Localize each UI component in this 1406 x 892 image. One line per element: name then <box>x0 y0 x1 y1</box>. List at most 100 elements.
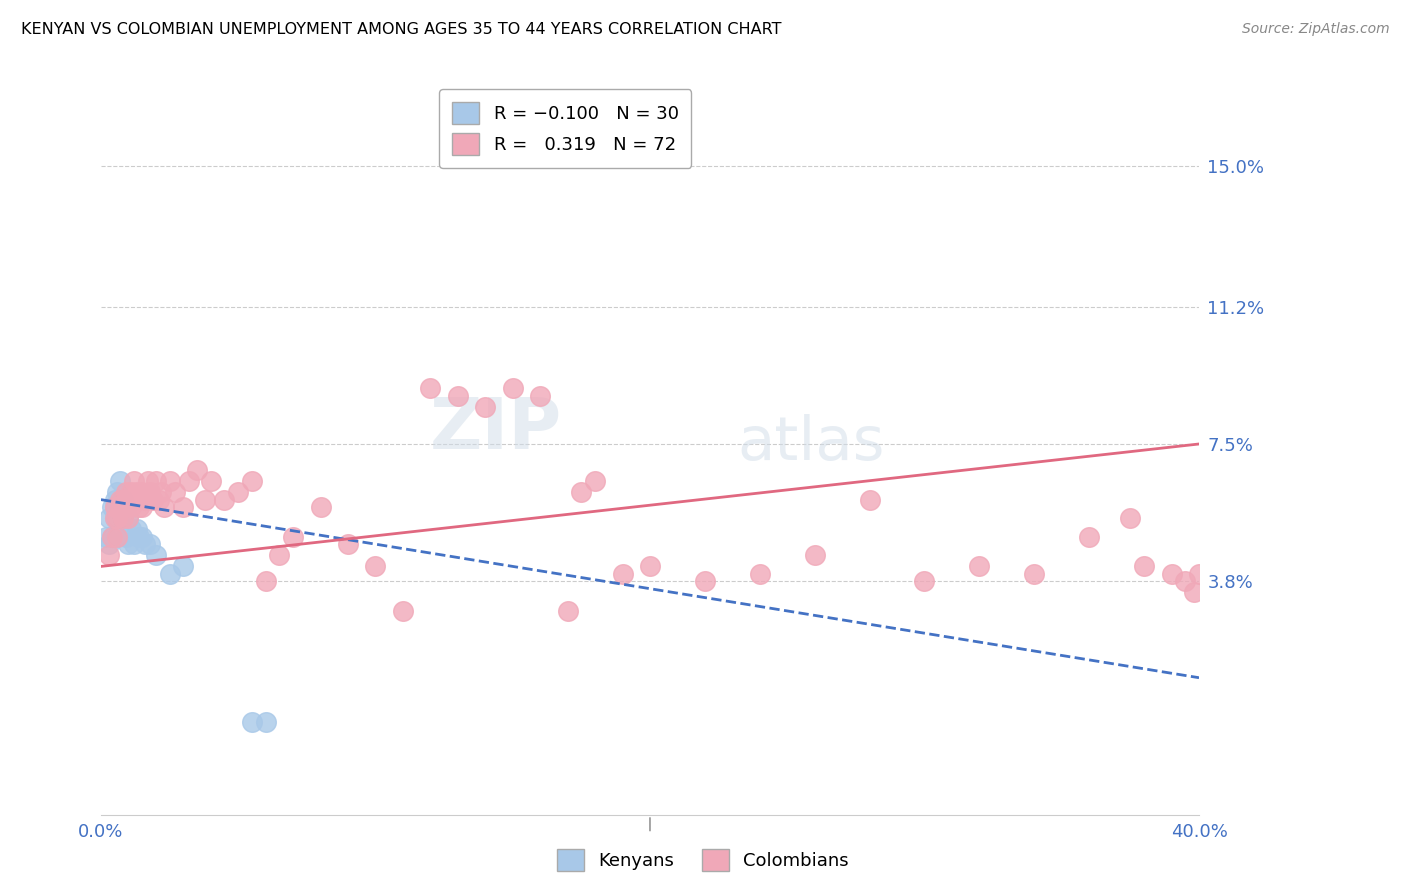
Point <box>693 574 716 589</box>
Point <box>364 559 387 574</box>
Point <box>194 492 217 507</box>
Point <box>131 500 153 514</box>
Point <box>122 474 145 488</box>
Point <box>108 474 131 488</box>
Point <box>134 492 156 507</box>
Point <box>392 604 415 618</box>
Point <box>117 511 139 525</box>
Point <box>240 715 263 730</box>
Point <box>114 485 136 500</box>
Point <box>145 549 167 563</box>
Point <box>177 474 200 488</box>
Point <box>114 530 136 544</box>
Point <box>226 485 249 500</box>
Point <box>1119 511 1142 525</box>
Point <box>914 574 936 589</box>
Point <box>1160 566 1182 581</box>
Point <box>557 604 579 618</box>
Point <box>200 474 222 488</box>
Point <box>98 537 121 551</box>
Point <box>583 474 606 488</box>
Point <box>612 566 634 581</box>
Point <box>337 537 360 551</box>
Point <box>254 715 277 730</box>
Point <box>107 530 129 544</box>
Point <box>474 400 496 414</box>
Point <box>101 500 124 514</box>
Point <box>172 559 194 574</box>
Point <box>114 500 136 514</box>
Point <box>111 511 134 525</box>
Point <box>803 549 825 563</box>
Point <box>107 511 129 525</box>
Point <box>101 530 124 544</box>
Point <box>101 530 124 544</box>
Point <box>159 474 181 488</box>
Point <box>1024 566 1046 581</box>
Point <box>96 530 118 544</box>
Point <box>108 500 131 514</box>
Point <box>172 500 194 514</box>
Point <box>107 485 129 500</box>
Point <box>748 566 770 581</box>
Point <box>117 537 139 551</box>
Point <box>131 530 153 544</box>
Point <box>107 530 129 544</box>
Point <box>447 389 470 403</box>
Point <box>1182 585 1205 599</box>
Point <box>111 511 134 525</box>
Point <box>165 485 187 500</box>
Point <box>122 537 145 551</box>
Point <box>104 511 127 525</box>
Point <box>108 492 131 507</box>
Point <box>139 537 162 551</box>
Point <box>125 492 148 507</box>
Point <box>569 485 592 500</box>
Point <box>281 530 304 544</box>
Point <box>240 474 263 488</box>
Legend: R = −0.100   N = 30, R =   0.319   N = 72: R = −0.100 N = 30, R = 0.319 N = 72 <box>440 89 692 168</box>
Point <box>142 492 165 507</box>
Point <box>98 511 121 525</box>
Point <box>214 492 236 507</box>
Point <box>108 500 131 514</box>
Point <box>139 485 162 500</box>
Point <box>269 549 291 563</box>
Point <box>120 522 142 536</box>
Point <box>148 492 170 507</box>
Point <box>858 492 880 507</box>
Point <box>128 530 150 544</box>
Point <box>104 511 127 525</box>
Point <box>419 381 441 395</box>
Point <box>638 559 661 574</box>
Point <box>117 492 139 507</box>
Point <box>1188 566 1211 581</box>
Point <box>131 485 153 500</box>
Text: KENYAN VS COLOMBIAN UNEMPLOYMENT AMONG AGES 35 TO 44 YEARS CORRELATION CHART: KENYAN VS COLOMBIAN UNEMPLOYMENT AMONG A… <box>21 22 782 37</box>
Point <box>114 500 136 514</box>
Point <box>186 463 208 477</box>
Point <box>969 559 991 574</box>
Text: atlas: atlas <box>738 415 886 474</box>
Point <box>120 485 142 500</box>
Point <box>153 500 176 514</box>
Point <box>122 492 145 507</box>
Point <box>502 381 524 395</box>
Text: ZIP: ZIP <box>430 394 562 464</box>
Point <box>1133 559 1156 574</box>
Point <box>529 389 551 403</box>
Point <box>111 492 134 507</box>
Point <box>150 485 173 500</box>
Point <box>136 474 159 488</box>
Point <box>125 522 148 536</box>
Point <box>111 492 134 507</box>
Point <box>104 492 127 507</box>
Point <box>120 500 142 514</box>
Point <box>309 500 332 514</box>
Point <box>254 574 277 589</box>
Point <box>145 474 167 488</box>
Point <box>98 549 121 563</box>
Point <box>125 485 148 500</box>
Point <box>1078 530 1101 544</box>
Point <box>1174 574 1197 589</box>
